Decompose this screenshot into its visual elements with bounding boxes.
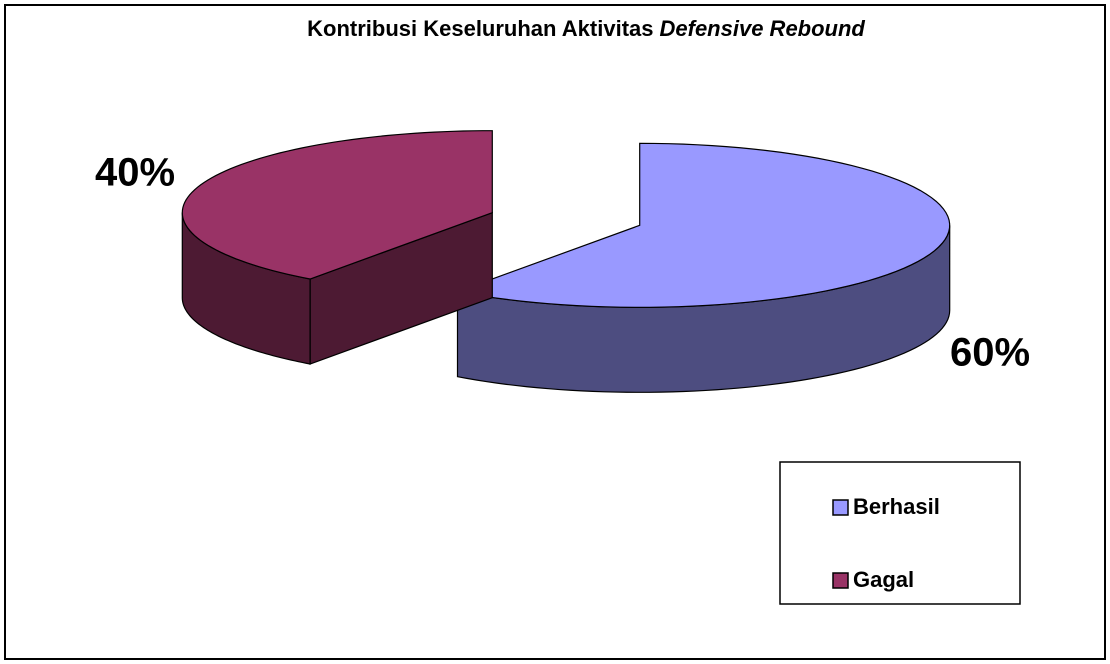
title-part: Kontribusi Keseluruhan Aktivitas	[307, 16, 653, 41]
title-part: Defensive Rebound	[660, 16, 866, 41]
chart-title: Kontribusi Keseluruhan Aktivitas Defensiv…	[307, 16, 865, 41]
legend-label: Gagal	[853, 567, 914, 592]
legend-swatch	[832, 499, 849, 516]
slice	[181, 130, 493, 280]
data-label: 40%	[95, 151, 175, 195]
legend-swatch	[832, 572, 849, 589]
legend-box	[779, 461, 1021, 605]
legend-label: Berhasil	[853, 494, 940, 519]
slice	[455, 142, 951, 308]
data-label: 60%	[950, 331, 1030, 375]
